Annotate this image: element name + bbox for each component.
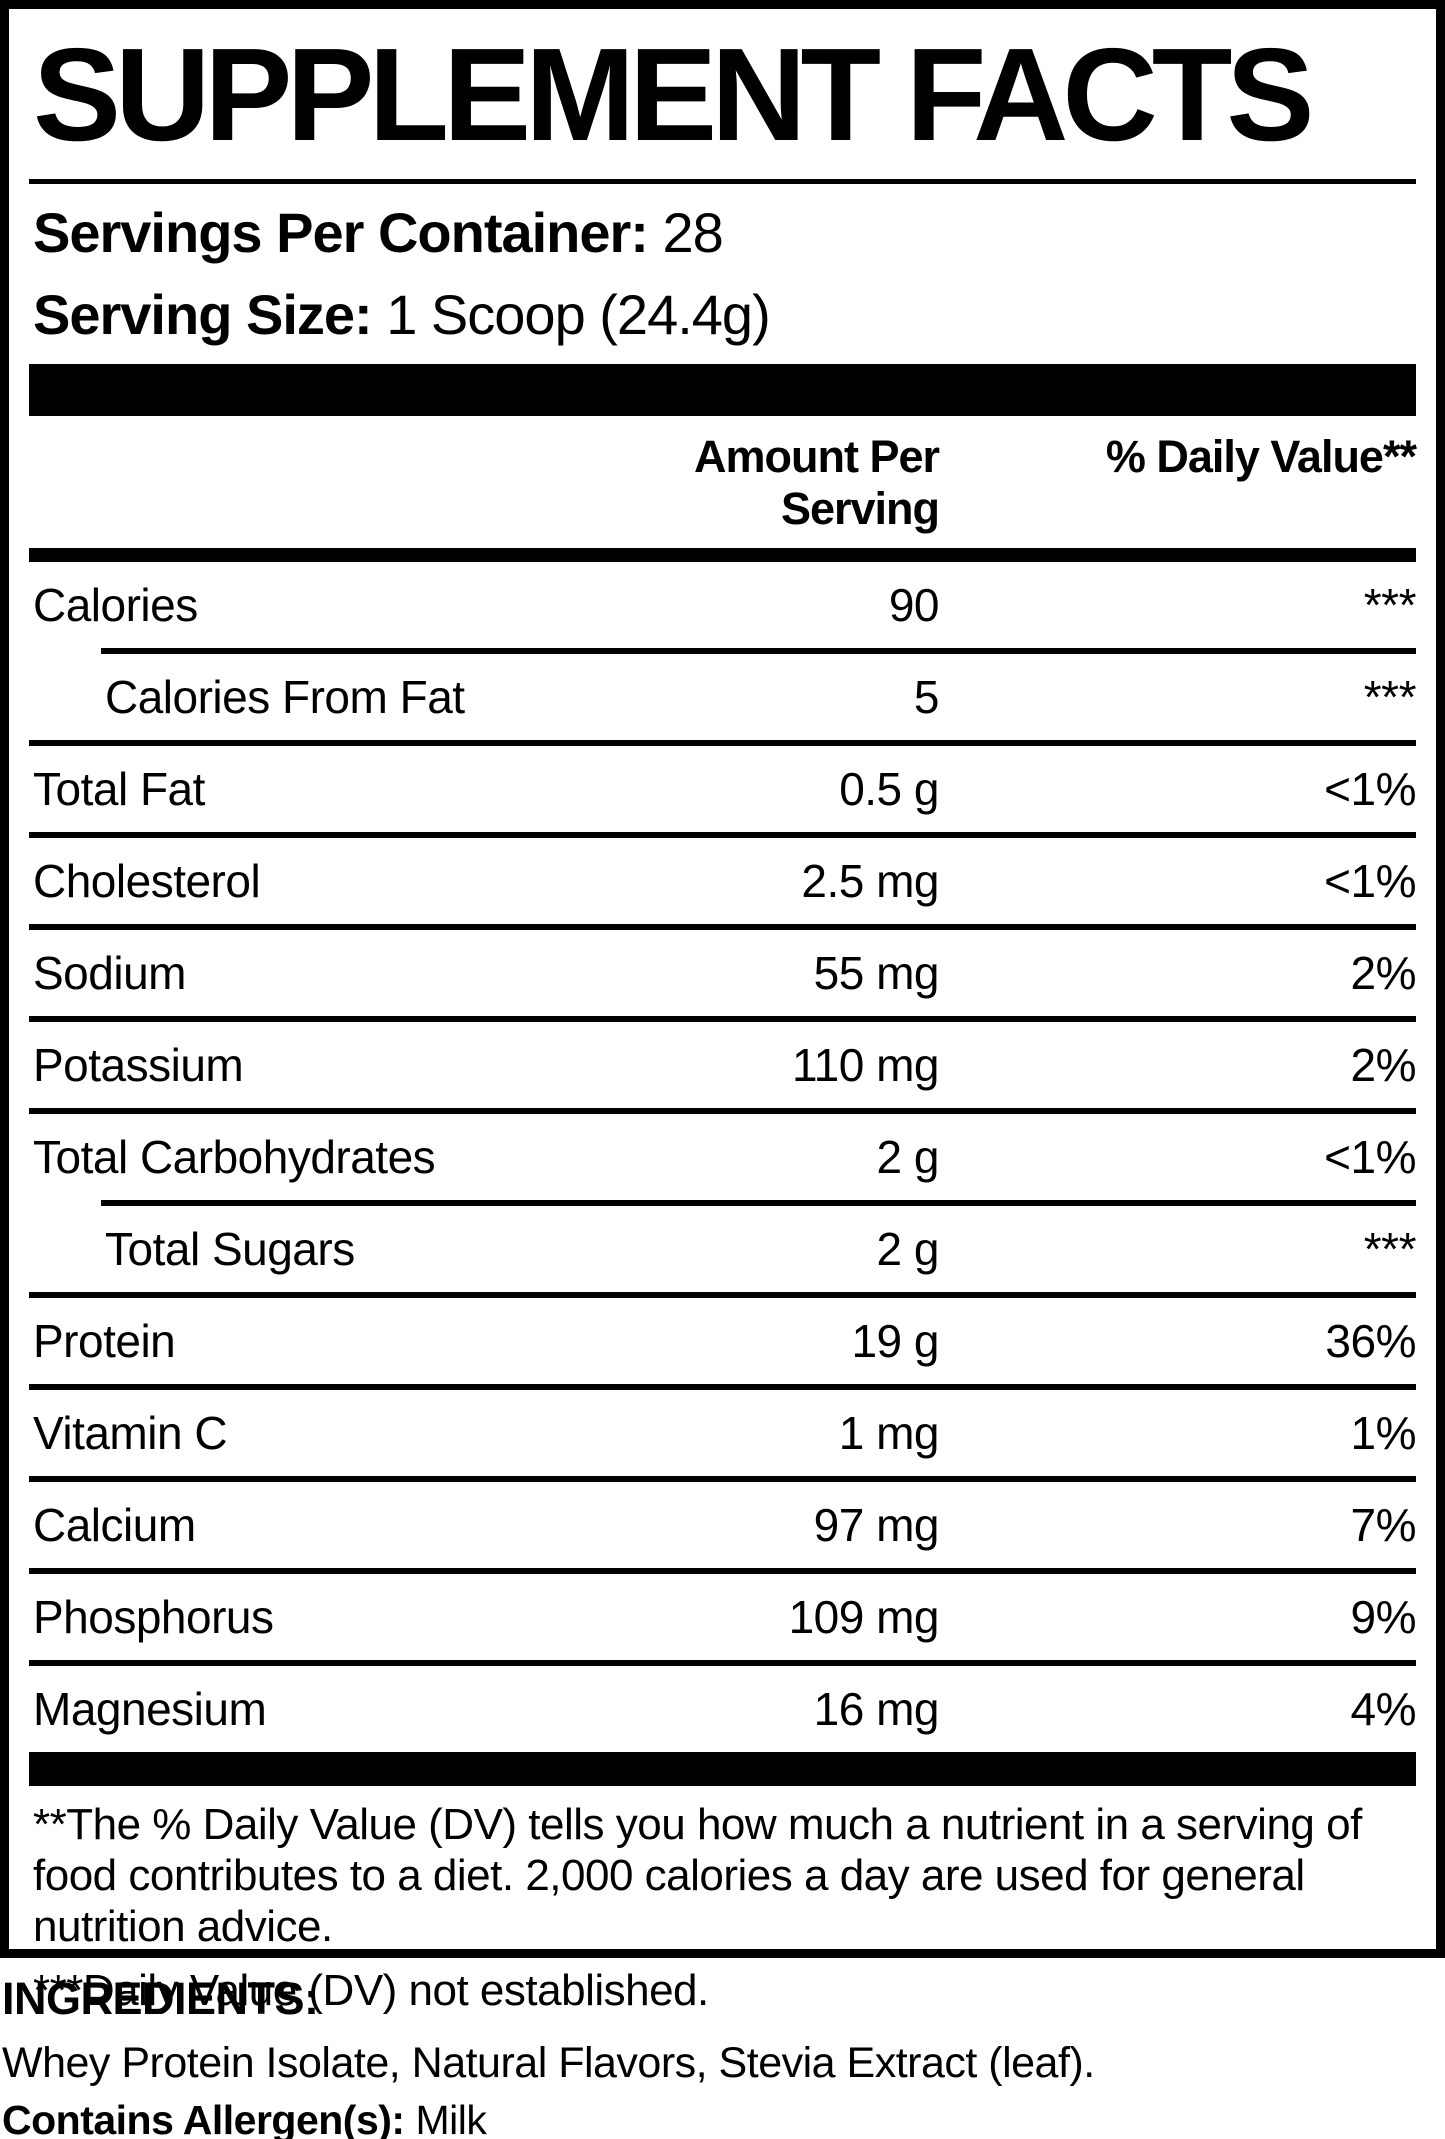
nutrient-amount: 110 mg — [791, 1039, 940, 1092]
table-row: Potassium 110 mg 2% — [29, 1016, 1417, 1108]
nutrient-name: Cholesterol — [33, 855, 261, 908]
nutrient-daily-value: <1% — [1324, 1131, 1416, 1184]
allergen-label: Contains Allergen(s): — [2, 2097, 405, 2139]
servings-per-container-value: 28 — [647, 201, 724, 264]
nutrient-daily-value: <1% — [1324, 763, 1416, 816]
servings-per-container-label: Servings Per Container: — [33, 201, 649, 264]
nutrient-name: Potassium — [33, 1039, 244, 1092]
nutrient-name: Total Carbohydrates — [33, 1131, 436, 1184]
nutrient-daily-value: 2% — [1350, 1039, 1417, 1092]
nutrient-name: Total Fat — [33, 763, 205, 816]
table-row: Phosphorus 109 mg 9% — [29, 1568, 1417, 1660]
ingredients-list: Whey Protein Isolate, Natural Flavors, S… — [2, 2039, 1095, 2087]
panel-title: SUPPLEMENT FACTS — [33, 21, 1314, 168]
header-daily-value: % Daily Value** — [1105, 431, 1417, 483]
table-header-row: Amount Per Serving % Daily Value** — [29, 416, 1417, 557]
table-row: Sodium 55 mg 2% — [29, 924, 1417, 1016]
nutrient-name: Magnesium — [33, 1683, 267, 1736]
table-row: Cholesterol 2.5 mg <1% — [29, 832, 1417, 924]
nutrient-amount: 55 mg — [813, 947, 940, 1000]
nutrient-name: Calcium — [33, 1499, 196, 1552]
section-bar-bottom — [29, 1752, 1416, 1787]
table-row: Calories From Fat 5 *** — [101, 648, 1417, 740]
nutrient-amount: 0.5 g — [839, 763, 939, 816]
not-established-footnote: ***Daily Value (DV) not established. — [33, 1966, 709, 2016]
footnotes: **The % Daily Value (DV) tells you how m… — [29, 1786, 1416, 2016]
nutrient-daily-value: 36% — [1325, 1315, 1416, 1368]
nutrient-amount: 2.5 mg — [801, 855, 939, 908]
table-row: Protein 19 g 36% — [29, 1292, 1417, 1384]
nutrient-daily-value: 4% — [1350, 1683, 1417, 1736]
supplement-facts-panel: SUPPLEMENT FACTS Servings Per Container:… — [0, 0, 1445, 2015]
serving-size-label: Serving Size: — [33, 283, 373, 347]
table-row: Total Fat 0.5 g <1% — [29, 740, 1417, 832]
table-row: Total Carbohydrates 2 g <1% — [29, 1108, 1417, 1200]
nutrient-amount: 109 mg — [788, 1591, 940, 1644]
nutrient-amount: 2 g — [876, 1131, 940, 1184]
nutrient-name: Total Sugars — [105, 1223, 355, 1276]
table-row: Total Sugars 2 g *** — [101, 1200, 1417, 1292]
nutrient-amount: 2 g — [876, 1223, 940, 1276]
nutrient-amount: 1 mg — [838, 1407, 940, 1460]
title-divider — [29, 179, 1416, 184]
nutrient-daily-value: *** — [1363, 1223, 1417, 1276]
table-row: Calories 90 *** — [29, 556, 1417, 648]
header-amount-per-serving: Amount Per Serving — [693, 431, 940, 535]
table-row: Calcium 97 mg 7% — [29, 1476, 1417, 1568]
nutrient-daily-value: <1% — [1324, 855, 1416, 908]
nutrient-daily-value: 7% — [1350, 1499, 1417, 1552]
section-bar-top — [29, 364, 1416, 417]
nutrient-name: Protein — [33, 1315, 176, 1368]
servings-per-container: Servings Per Container: 28 — [33, 200, 1416, 266]
serving-size-value: 1 Scoop (24.4g) — [371, 283, 771, 347]
nutrient-name: Calories From Fat — [105, 671, 465, 724]
nutrient-daily-value: *** — [1363, 579, 1417, 632]
allergen-line: Contains Allergen(s): Milk — [2, 2097, 1445, 2139]
nutrient-rows: Calories 90 *** Calories From Fat 5 *** … — [29, 556, 1417, 1752]
nutrient-daily-value: 2% — [1350, 947, 1417, 1000]
nutrient-daily-value: *** — [1363, 671, 1417, 724]
nutrient-amount: 97 mg — [813, 1499, 940, 1552]
ingredients-heading: INGREDIENTS: — [2, 1973, 319, 2024]
nutrient-name: Vitamin C — [33, 1407, 228, 1460]
nutrient-name: Calories — [33, 579, 198, 632]
ingredients-section: INGREDIENTS: Whey Protein Isolate, Natur… — [2, 1973, 1445, 2139]
nutrient-daily-value: 9% — [1350, 1591, 1417, 1644]
table-row: Magnesium 16 mg 4% — [29, 1660, 1417, 1752]
nutrient-amount: 90 — [888, 579, 940, 632]
allergen-value: Milk — [404, 2097, 487, 2139]
serving-size: Serving Size: 1 Scoop (24.4g) — [33, 282, 1416, 348]
nutrient-name: Phosphorus — [33, 1591, 274, 1644]
nutrient-daily-value: 1% — [1350, 1407, 1417, 1460]
daily-value-footnote: **The % Daily Value (DV) tells you how m… — [33, 1800, 1362, 1952]
nutrient-amount: 16 mg — [813, 1683, 940, 1736]
nutrient-name: Sodium — [33, 947, 186, 1000]
table-row: Vitamin C 1 mg 1% — [29, 1384, 1417, 1476]
nutrient-amount: 5 — [913, 671, 940, 724]
nutrient-amount: 19 g — [851, 1315, 939, 1368]
